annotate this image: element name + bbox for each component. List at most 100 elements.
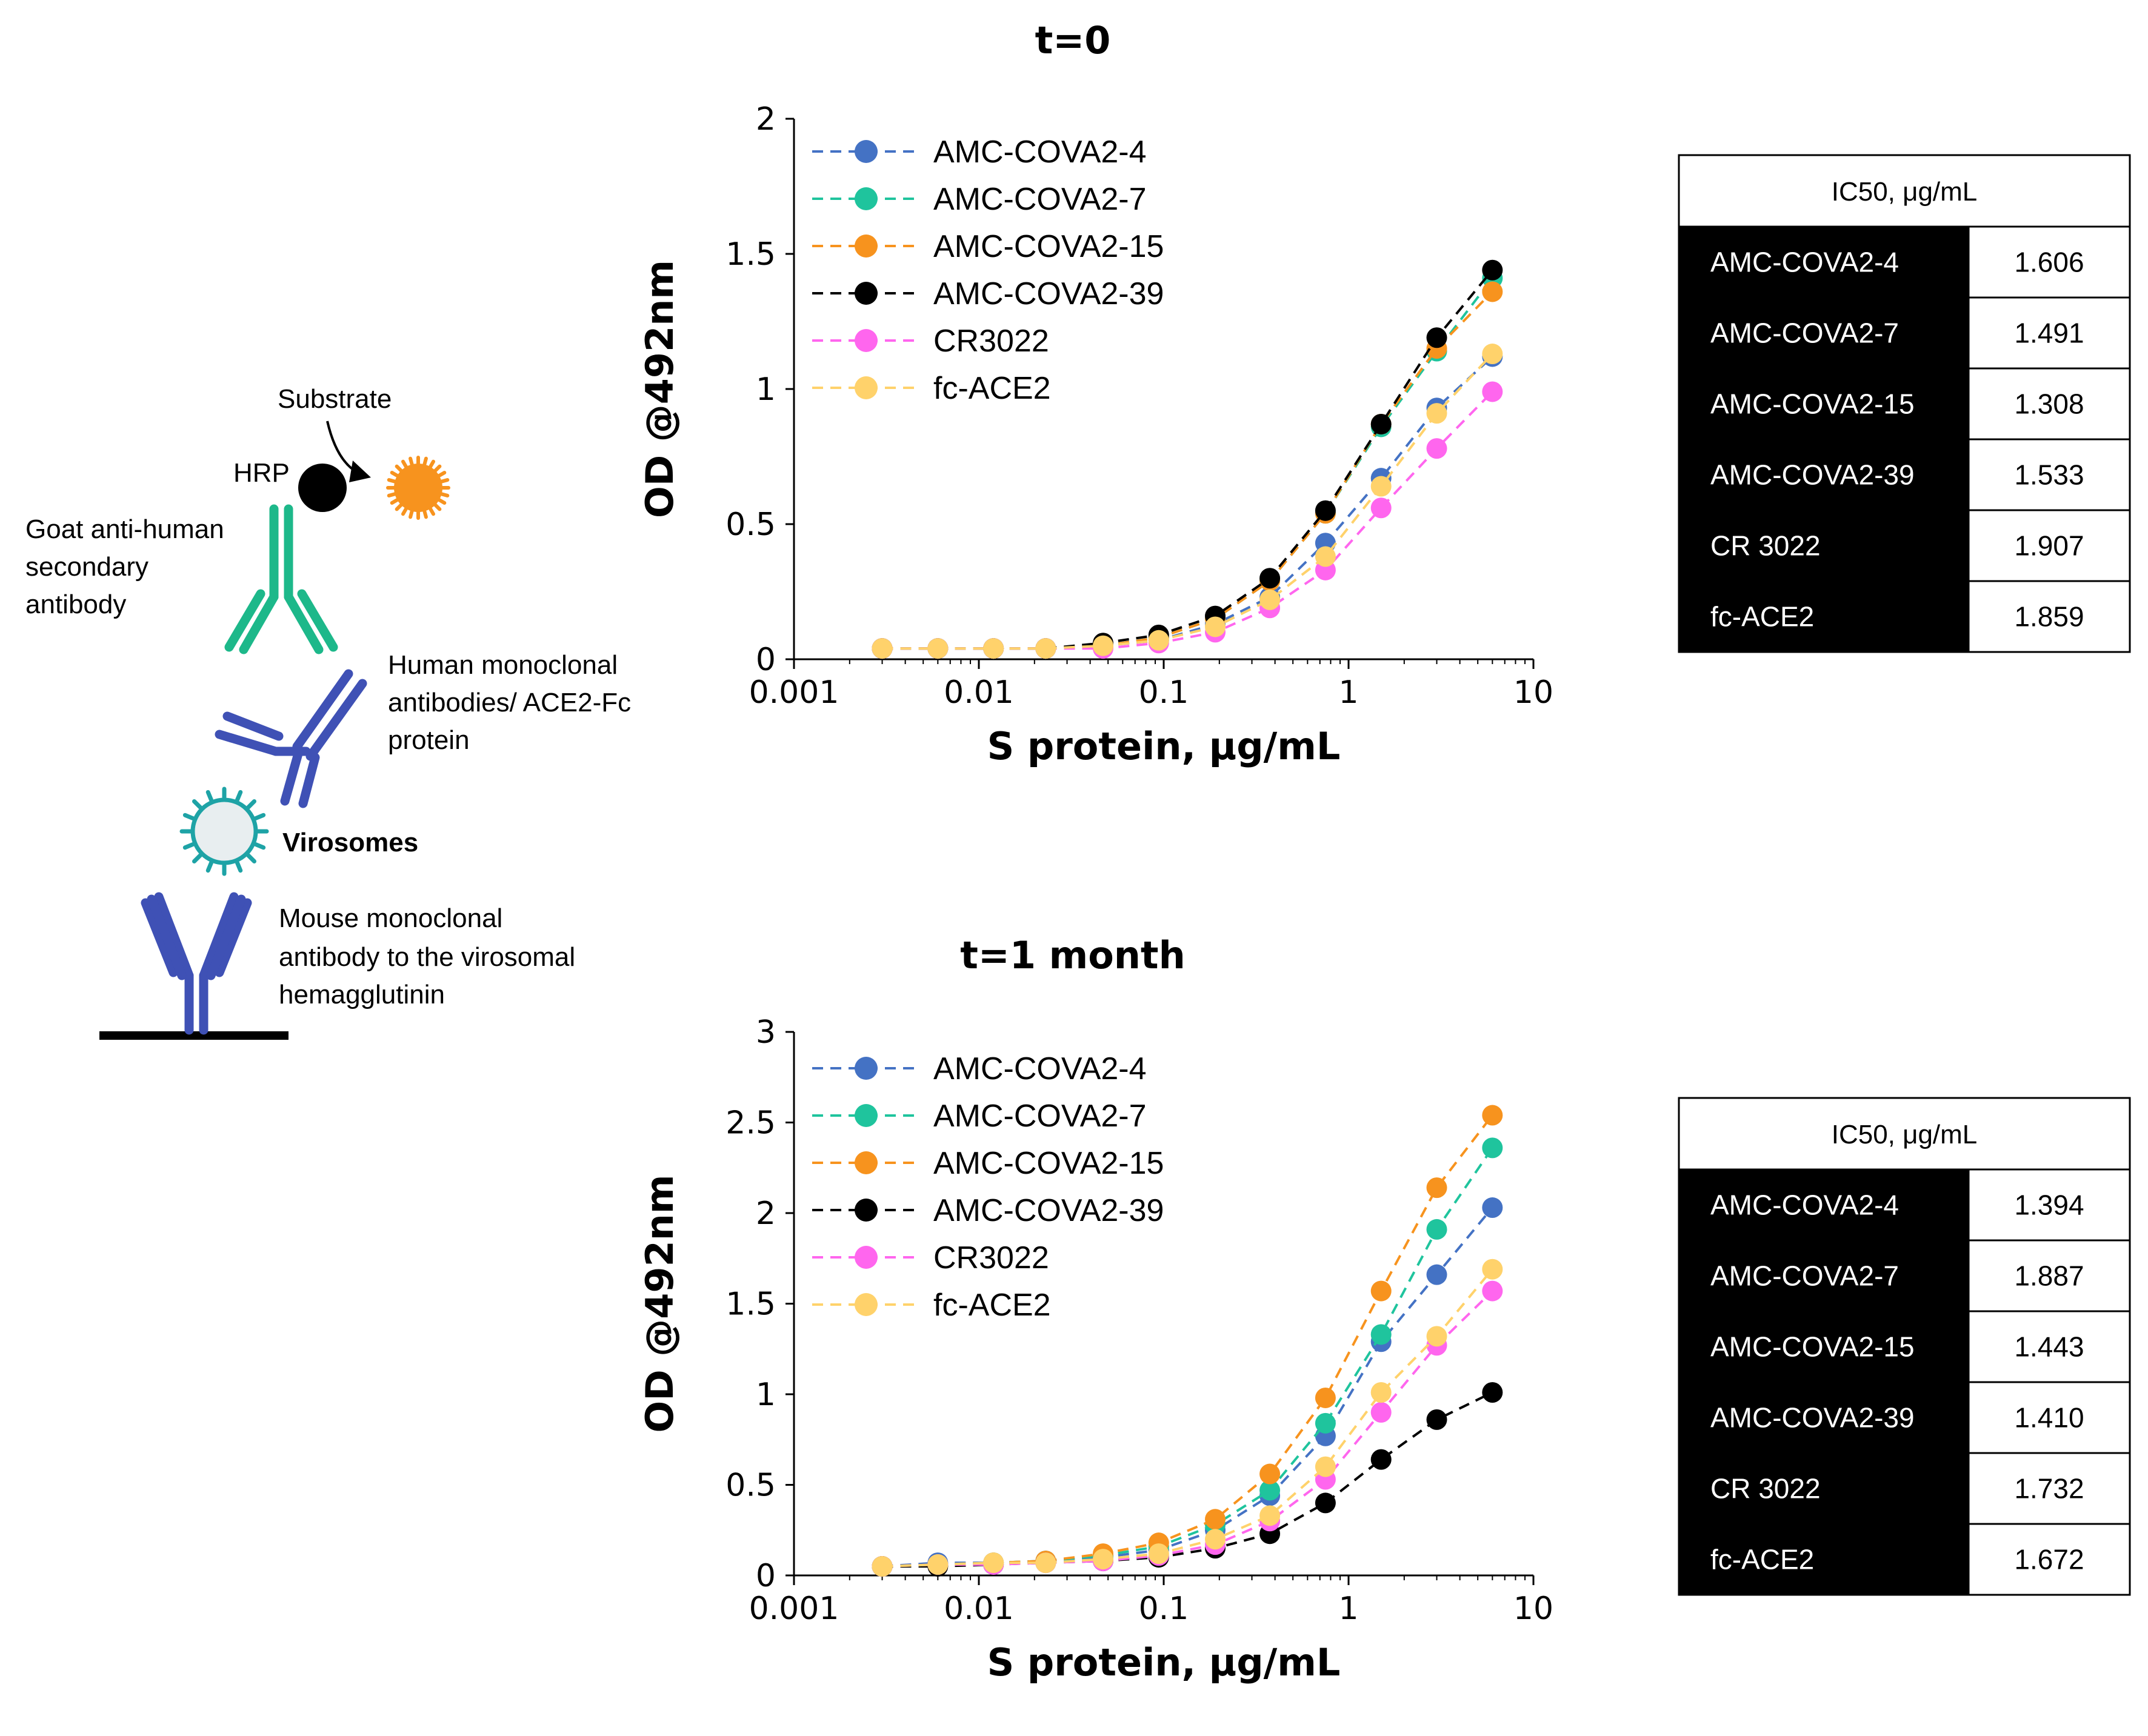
- legend-swatch-marker: [855, 1151, 878, 1174]
- legend-label: fc-ACE2: [933, 371, 1051, 406]
- table-border: [1678, 154, 2131, 653]
- data-point: [1370, 1449, 1392, 1470]
- data-point: [1092, 635, 1113, 656]
- y-tick-label: 2: [756, 101, 776, 138]
- series-amc-cova2-39: [872, 1382, 1503, 1577]
- table-row: CR 3022 1.907: [1679, 509, 2131, 582]
- row-label: AMC-COVA2-4: [1710, 247, 1899, 278]
- row-label-cell: [1679, 1311, 1969, 1382]
- secondary-antibody-shape: [224, 504, 338, 654]
- data-point: [1259, 1505, 1281, 1526]
- data-point: [1426, 1409, 1447, 1430]
- x-tick-label: 0.001: [749, 1591, 839, 1627]
- data-point: [1482, 1259, 1503, 1280]
- table-row: CR 3022 1.732: [1679, 1452, 2131, 1525]
- virosome-icon: [179, 787, 269, 876]
- row-label: AMC-COVA2-4: [1710, 1189, 1899, 1221]
- data-point: [1315, 500, 1336, 521]
- row-label-cell: [1679, 1453, 1969, 1524]
- series-line: [882, 269, 1493, 650]
- row-value: 1.606: [2014, 247, 2084, 278]
- y-tick-label: 0.5: [725, 1468, 776, 1504]
- substrate-arrowhead-icon: [349, 461, 371, 482]
- data-point: [872, 1556, 893, 1577]
- row-label-cell: [1679, 439, 1969, 510]
- y-tick-label: 0: [756, 1558, 776, 1594]
- data-point: [1259, 589, 1281, 610]
- row-value: 1.887: [2014, 1260, 2084, 1292]
- data-point: [1315, 1492, 1336, 1514]
- y-tick-label: 1: [756, 1377, 776, 1413]
- table-row: fc-ACE2 1.859: [1679, 580, 2131, 653]
- row-label-cell: [1679, 1382, 1969, 1453]
- legend: AMC-COVA2-4 AMC-COVA2-7 AMC-COVA2-15 AMC-CO…: [812, 135, 1164, 406]
- row-label: AMC-COVA2-7: [1710, 1260, 1899, 1292]
- row-value: 1.491: [2014, 318, 2084, 349]
- data-point: [1426, 403, 1447, 424]
- y-axis-title: OD @492nm: [638, 1175, 682, 1433]
- data-point: [1315, 1387, 1336, 1408]
- table-row: AMC-COVA2-7 1.887: [1679, 1239, 2131, 1312]
- row-label: CR 3022: [1710, 1473, 1821, 1505]
- data-point: [927, 1554, 949, 1575]
- y-tick-label: 1.5: [725, 1286, 776, 1323]
- x-tick-label: 10: [1513, 1591, 1553, 1627]
- data-point: [1092, 1549, 1113, 1570]
- data-point: [1426, 438, 1447, 459]
- data-point: [1370, 1382, 1392, 1403]
- series-line: [882, 1114, 1493, 1568]
- human-antibody-shape: [215, 669, 367, 808]
- data-point: [1482, 1137, 1503, 1159]
- table-row: AMC-COVA2-15 1.443: [1679, 1310, 2131, 1383]
- series-line: [882, 356, 1493, 650]
- hrp-enzyme-icon: [298, 464, 347, 512]
- data-point: [1426, 1177, 1447, 1199]
- x-axis-title: S protein, μg/mL: [987, 1640, 1341, 1684]
- data-point: [927, 638, 949, 659]
- table-row: AMC-COVA2-39 1.410: [1679, 1381, 2131, 1454]
- x-tick-label: 0.1: [1139, 674, 1189, 711]
- legend-swatch-marker: [855, 1057, 878, 1080]
- series-line: [882, 277, 1493, 650]
- data-point: [1482, 259, 1503, 281]
- row-value-cell: [1967, 1168, 2131, 1242]
- row-value: 1.308: [2014, 388, 2084, 420]
- mouse-antibody-label: Mouse monoclonal antibody to the virosom…: [279, 903, 582, 1009]
- row-value-cell: [1967, 509, 2131, 582]
- legend-label: AMC-COVA2-39: [933, 276, 1164, 311]
- legend-label: AMC-COVA2-15: [933, 1146, 1164, 1181]
- hrp-label: HRP: [233, 458, 290, 488]
- data-point: [983, 638, 1004, 659]
- data-point: [1035, 638, 1056, 659]
- data-point: [983, 1552, 1004, 1574]
- data-point: [1482, 1382, 1503, 1403]
- legend-label: fc-ACE2: [933, 1288, 1051, 1323]
- data-point: [1370, 497, 1392, 519]
- data-point: [1370, 1324, 1392, 1345]
- series-line: [882, 353, 1493, 650]
- legend-label: AMC-COVA2-7: [933, 1099, 1147, 1134]
- row-value: 1.443: [2014, 1331, 2084, 1363]
- series-line: [882, 1290, 1493, 1568]
- data-point: [1205, 1509, 1226, 1530]
- table-row: AMC-COVA2-39 1.533: [1679, 438, 2131, 511]
- data-point: [1315, 1456, 1336, 1477]
- y-tick-label: 0: [756, 642, 776, 678]
- data-point: [1259, 1480, 1281, 1501]
- mouse-antibody-shape: [141, 892, 252, 1035]
- legend-swatch-marker: [855, 376, 878, 399]
- row-value: 1.859: [2014, 601, 2084, 633]
- chart-t1-month: t=1 month 0 0.5 1 1.5 2 2.5 3 0.001 0.01 0.1 1 10 S p…: [638, 933, 1553, 1684]
- y-tick-label: 0.5: [725, 507, 776, 543]
- data-point: [1035, 1552, 1056, 1574]
- series-line: [882, 1391, 1493, 1568]
- series-amc-cova2-39: [872, 259, 1503, 659]
- data-point: [1426, 1219, 1447, 1240]
- data-point: [1482, 1105, 1503, 1126]
- row-label-cell: [1679, 510, 1969, 581]
- table-border: [1678, 1097, 2131, 1596]
- chart-title: t=1 month: [960, 933, 1185, 977]
- row-value: 1.394: [2014, 1189, 2084, 1221]
- row-label-cell: [1679, 1524, 1969, 1595]
